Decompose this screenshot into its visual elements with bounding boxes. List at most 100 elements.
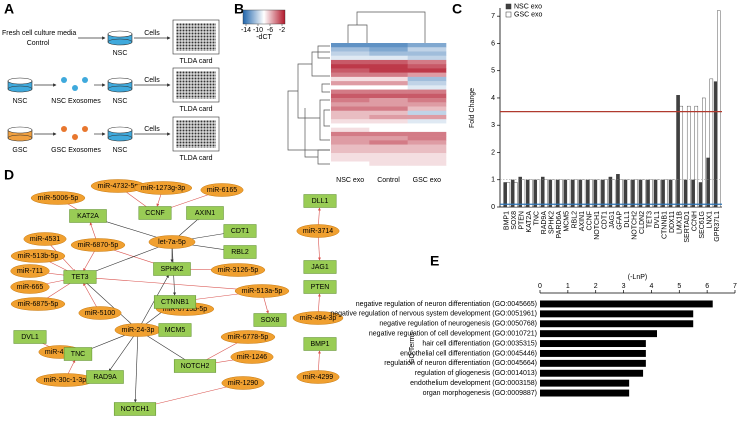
bar xyxy=(706,157,710,208)
bar xyxy=(521,179,526,208)
x-tick-label: PARD6A xyxy=(556,211,563,239)
heatmap-cell xyxy=(407,64,447,69)
heatmap-cell xyxy=(407,98,447,103)
gene-label: AXIN1 xyxy=(195,210,215,217)
heatmap-cell xyxy=(331,64,370,69)
bar xyxy=(540,330,657,338)
mirna-node xyxy=(133,181,193,195)
heatmap-cell xyxy=(331,114,370,120)
heatmap-cell xyxy=(407,136,447,141)
x-tick-label: SOX8 xyxy=(511,211,518,230)
heatmap-cell xyxy=(331,148,370,154)
gene-label: KAT2A xyxy=(77,213,99,220)
heatmap-cell xyxy=(369,98,408,103)
bar xyxy=(698,182,703,208)
heatmap-cell xyxy=(407,148,447,154)
category-label: hair cell differentiation (GO:0035315) xyxy=(422,340,537,347)
category-label: regulation of gliogenesis (GO:0014013) xyxy=(415,370,537,377)
edge xyxy=(133,329,139,403)
bar xyxy=(540,359,646,367)
label: Cells xyxy=(144,30,160,37)
y-tick-label: 2 xyxy=(491,149,495,156)
mirna-label: miR-4286 xyxy=(45,349,75,356)
y-tick-label: 5 xyxy=(491,68,495,75)
heatmap-cell xyxy=(369,59,408,65)
heatmap-cell xyxy=(331,106,370,112)
bar xyxy=(686,105,691,208)
column-label: Control xyxy=(377,177,400,184)
gene-node xyxy=(303,260,337,274)
bar xyxy=(646,179,650,208)
bar xyxy=(540,379,630,387)
mirna-label: let-7a-5p xyxy=(158,239,186,246)
heatmap-cell xyxy=(369,131,408,137)
mirna-node xyxy=(78,306,122,320)
mirna-label: miR-24-3p xyxy=(122,327,155,334)
category-label: regulation of neuron differentiation (GO… xyxy=(384,360,537,367)
heatmap-cell xyxy=(331,72,370,78)
mirna-label: miR-30c-1-3p xyxy=(44,377,87,384)
bar xyxy=(574,179,578,208)
heatmap-cell xyxy=(331,153,370,158)
bar xyxy=(619,179,623,208)
colorbar-label: -dCT xyxy=(256,34,272,41)
bar xyxy=(641,179,646,208)
bar xyxy=(661,179,665,208)
mirna-label: miR-6165 xyxy=(207,187,237,194)
exosome xyxy=(61,77,67,83)
bar xyxy=(683,179,688,208)
x-tick-label: 6 xyxy=(705,283,709,290)
heatmap-cell xyxy=(407,89,447,95)
mirna-node xyxy=(296,370,340,384)
x-tick-label: 7 xyxy=(733,283,737,290)
panel-label: E xyxy=(430,253,439,269)
heatmap-cell xyxy=(407,119,447,124)
x-tick-label: LMX1B xyxy=(676,211,683,234)
category-label: endothelial cell differentiation (GO:004… xyxy=(400,350,537,357)
mirna-node xyxy=(230,350,274,364)
x-tick-label: JAG1 xyxy=(609,211,616,229)
bar xyxy=(668,179,673,208)
column-label: GSC exo xyxy=(413,177,442,184)
panel-label: C xyxy=(452,1,462,17)
bar xyxy=(540,389,630,397)
x-tick-label: 4 xyxy=(649,283,653,290)
bar xyxy=(540,176,545,208)
gene-label: RAD9A xyxy=(93,374,117,381)
heatmap-cell xyxy=(407,93,447,99)
legend-label: NSC exo xyxy=(514,3,542,10)
panel-a: Fresh cell culture media Control NSC Cel… xyxy=(2,19,220,162)
x-tick-label: DLL1 xyxy=(624,211,631,228)
edge xyxy=(84,281,139,331)
heatmap-cell xyxy=(369,144,408,150)
label: Fresh cell culture media xyxy=(2,30,76,37)
heatmap-cell xyxy=(331,119,370,124)
y-tick-label: 3 xyxy=(491,122,495,129)
tlda-card xyxy=(172,19,220,55)
heatmap-cell xyxy=(369,47,408,52)
gene-node xyxy=(138,206,172,220)
x-tick-label: DDX11 xyxy=(669,211,676,233)
label: NSC xyxy=(113,147,128,154)
category-label: negative regulation of neurogenesis (GO:… xyxy=(379,321,537,328)
x-axis-label: (-LnP) xyxy=(628,274,647,281)
bar xyxy=(623,179,628,208)
edge xyxy=(137,274,169,331)
exosome xyxy=(72,85,78,91)
mirna-label: miR-3714 xyxy=(303,228,333,235)
edge xyxy=(108,329,139,372)
x-tick-label: TNC xyxy=(534,211,541,225)
label: Cells xyxy=(144,126,160,133)
heatmap-cell xyxy=(331,140,370,145)
mirna-node xyxy=(10,280,50,294)
heatmap-cell xyxy=(407,102,447,107)
bar xyxy=(709,78,714,208)
x-tick-label: MCM5 xyxy=(564,211,571,232)
heatmap-cell xyxy=(331,51,370,56)
x-tick-label: BMP1 xyxy=(504,211,511,230)
heatmap-cell xyxy=(407,72,447,78)
heatmap-cell xyxy=(407,165,447,171)
gene-label: MCM5 xyxy=(165,327,186,334)
gene-node xyxy=(63,347,93,361)
mirna-node xyxy=(148,235,196,249)
